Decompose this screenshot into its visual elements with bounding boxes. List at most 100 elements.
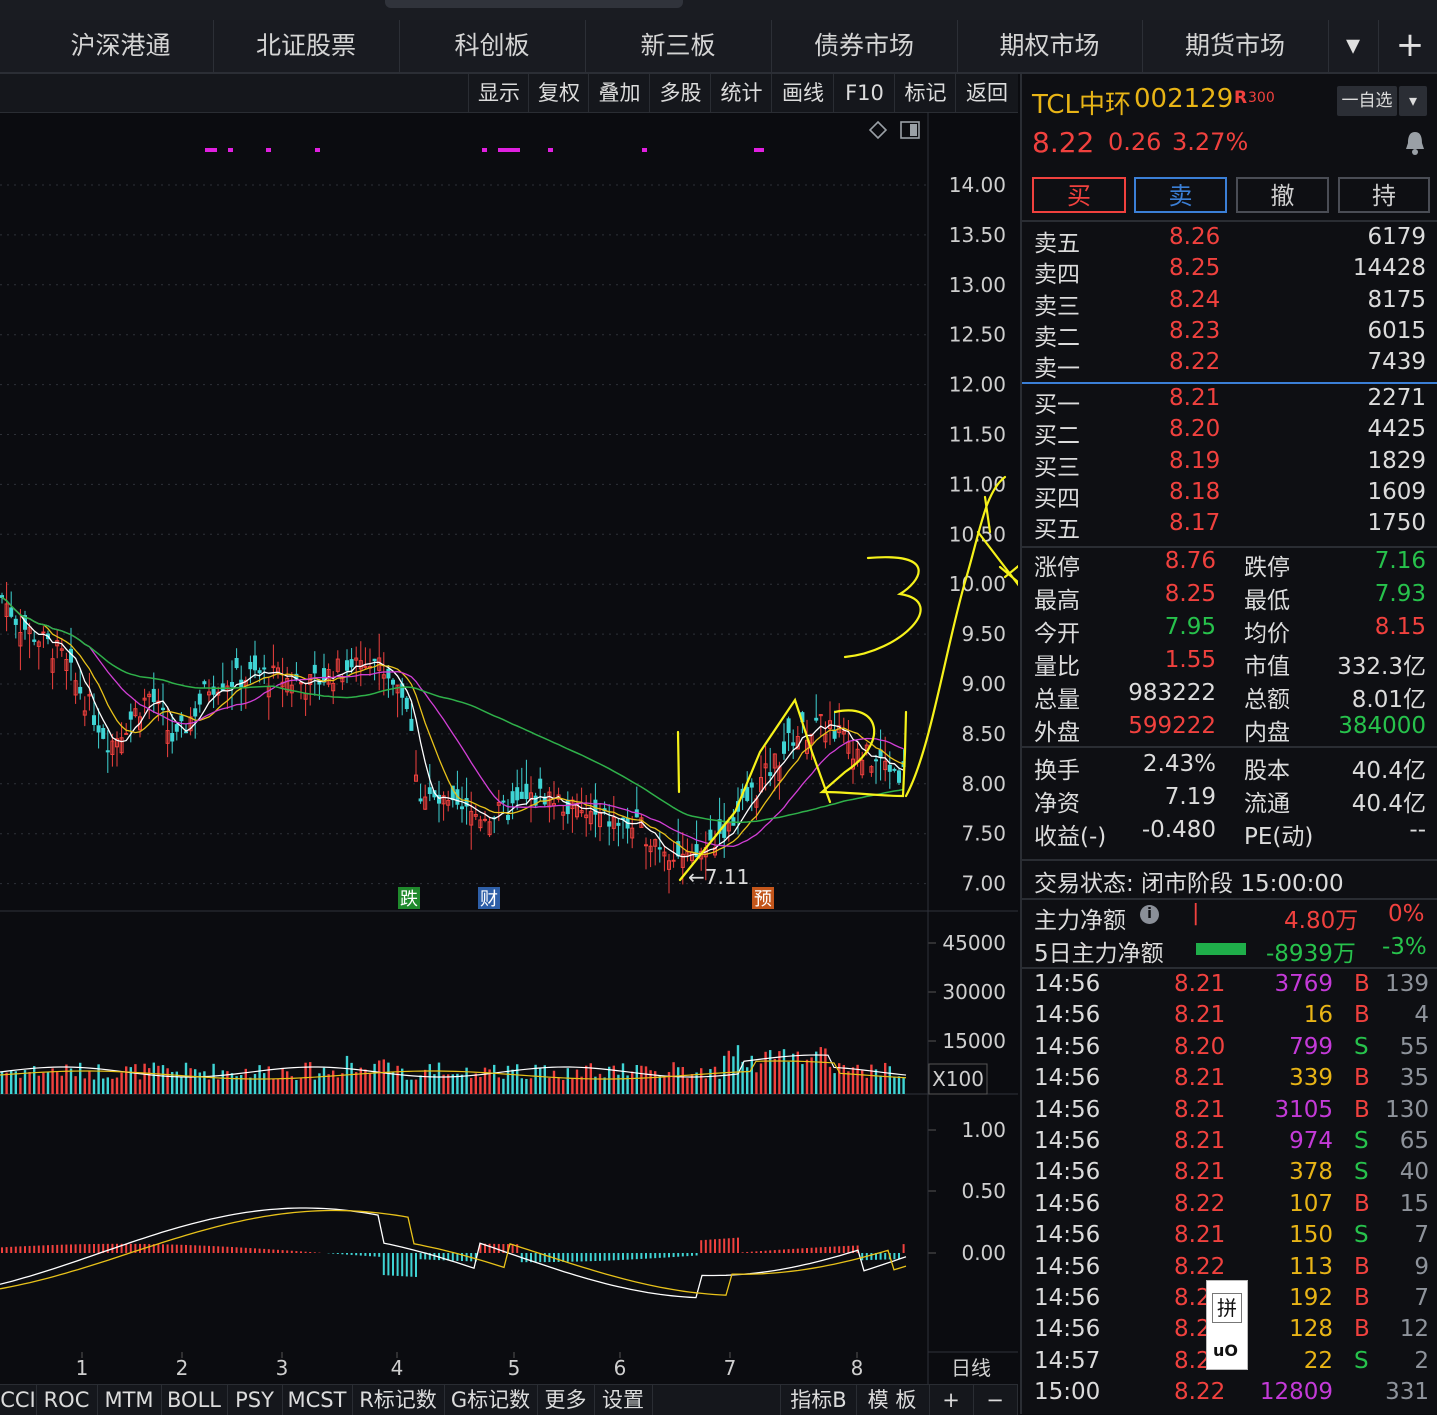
- display-button[interactable]: 显示: [468, 74, 529, 112]
- indicator-b-button[interactable]: 指标B: [780, 1385, 857, 1415]
- tab-cci[interactable]: CCI: [0, 1385, 37, 1415]
- volume-bar: [373, 1063, 376, 1094]
- month-label: 3: [276, 1356, 289, 1380]
- ask-row[interactable]: 卖一 8.22 7439: [1034, 349, 1426, 382]
- bid-label: 买一: [1034, 392, 1080, 418]
- volume-bar: [198, 1072, 201, 1094]
- candle-body: [630, 827, 635, 839]
- overlay-button[interactable]: 叠加: [588, 74, 650, 112]
- multi-stock-button[interactable]: 多股: [649, 74, 711, 112]
- tab-options-market[interactable]: 期权市场: [957, 20, 1143, 72]
- ask-row[interactable]: 卖四 8.25 14428: [1034, 255, 1426, 288]
- candle-body: [110, 740, 115, 755]
- watchlist-button[interactable]: 一自选: [1337, 86, 1397, 116]
- f10-button[interactable]: F10: [833, 74, 895, 112]
- tab-psy[interactable]: PSY: [227, 1385, 283, 1415]
- tick-count: 331: [1385, 1379, 1429, 1406]
- adjust-button[interactable]: 复权: [528, 74, 589, 112]
- tab-more[interactable]: 更多: [537, 1385, 595, 1415]
- tab-futures-market[interactable]: 期货市场: [1142, 20, 1329, 72]
- kline-chart[interactable]: 14.0013.5013.0012.5012.0011.5011.0010.50…: [0, 112, 1018, 1384]
- stat-value: 7.16: [1374, 548, 1426, 574]
- bid-row[interactable]: 买四 8.18 1609: [1034, 479, 1426, 512]
- volume-bar: [557, 1077, 560, 1094]
- sell-button[interactable]: 卖: [1134, 177, 1227, 213]
- ime-candidate[interactable]: 拼: [1212, 1293, 1242, 1323]
- volume-bar: [879, 1075, 882, 1094]
- price-change-pct: 3.27%: [1172, 128, 1249, 156]
- tab-hk-connect[interactable]: 沪深港通: [28, 20, 214, 72]
- month-label: 1: [76, 1356, 89, 1380]
- bell-icon[interactable]: [1404, 130, 1426, 156]
- tab-roc[interactable]: ROC: [36, 1385, 98, 1415]
- volume-bar: [14, 1071, 17, 1094]
- fundamental-label: 流通: [1244, 791, 1290, 817]
- ask-row[interactable]: 卖二 8.23 6015: [1034, 318, 1426, 351]
- bid-row[interactable]: 买三 8.19 1829: [1034, 448, 1426, 481]
- volume-bars: [0, 1045, 907, 1094]
- cancel-button[interactable]: 撤: [1236, 177, 1329, 213]
- holdings-button[interactable]: 持: [1338, 177, 1430, 213]
- ime-popup[interactable]: 拼 uO: [1206, 1280, 1248, 1370]
- tab-r-marks[interactable]: R标记数: [352, 1385, 445, 1415]
- tab-boll[interactable]: BOLL: [161, 1385, 228, 1415]
- stats-button[interactable]: 统计: [710, 74, 772, 112]
- add-tab-button[interactable]: +: [1395, 25, 1425, 65]
- volume-ma: [0, 1054, 907, 1078]
- diamond-icon[interactable]: [868, 120, 888, 140]
- volume-bar: [332, 1070, 335, 1094]
- stat-value: 332.3亿: [1337, 654, 1426, 680]
- zoom-in-button[interactable]: +: [929, 1385, 974, 1415]
- tick-price: 8.21: [1174, 1065, 1226, 1092]
- tick-volume: 3769: [1274, 971, 1333, 997]
- tab-bse[interactable]: 北证股票: [213, 20, 400, 72]
- tab-mtm[interactable]: MTM: [97, 1385, 162, 1415]
- tab-mcst[interactable]: MCST: [282, 1385, 353, 1415]
- chevron-down-icon[interactable]: ▾: [1399, 86, 1427, 116]
- ask-row[interactable]: 卖三 8.24 8175: [1034, 287, 1426, 320]
- volume-bar: [718, 1078, 721, 1094]
- tick-side: S: [1354, 1347, 1369, 1374]
- volume-bar: [28, 1071, 31, 1094]
- volume-bar: [713, 1066, 717, 1094]
- price-tick-label: 8.00: [961, 772, 1006, 796]
- volume-bar: [194, 1069, 197, 1094]
- fundamental-row: 净资 7.19 流通 40.4亿: [1034, 784, 1426, 817]
- tab-neeq[interactable]: 新三板: [585, 20, 772, 72]
- draw-line-button[interactable]: 画线: [771, 74, 834, 112]
- zoom-out-button[interactable]: −: [973, 1385, 1018, 1415]
- bid-row[interactable]: 买一 8.21 2271: [1034, 385, 1426, 418]
- tick-side: B: [1354, 971, 1370, 997]
- template-button[interactable]: 模 板: [855, 1385, 930, 1415]
- volume-bar: [759, 1063, 763, 1094]
- volume-bar: [483, 1067, 487, 1094]
- volume-bar: [414, 1079, 418, 1094]
- bid-row[interactable]: 买二 8.20 4425: [1034, 416, 1426, 449]
- back-button[interactable]: 返回: [955, 74, 1018, 112]
- volume-bar: [106, 1077, 109, 1094]
- candle-body: [841, 730, 846, 735]
- volume-bar: [819, 1047, 822, 1094]
- volume-bar: [69, 1068, 73, 1094]
- chevron-down-icon[interactable]: ▾: [1328, 20, 1379, 72]
- price-tick-label: 13.50: [949, 223, 1006, 247]
- tab-star-market[interactable]: 科创板: [399, 20, 586, 72]
- ask-row[interactable]: 卖五 8.26 6179: [1034, 224, 1426, 257]
- info-icon[interactable]: i: [1140, 905, 1159, 924]
- month-label: 8: [851, 1356, 864, 1380]
- tab-bond-market[interactable]: 债券市场: [771, 20, 958, 72]
- buy-button[interactable]: 买: [1032, 177, 1126, 213]
- window-grip[interactable]: [385, 0, 683, 8]
- tab-g-marks[interactable]: G标记数: [444, 1385, 538, 1415]
- panel-toggle-icon[interactable]: [900, 121, 920, 139]
- volume-bar: [189, 1068, 192, 1094]
- price-tick-label: 11.50: [949, 423, 1006, 447]
- candle-body: [892, 768, 897, 771]
- tick-side: S: [1354, 1159, 1369, 1186]
- volume-bar: [364, 1069, 367, 1094]
- mark-button[interactable]: 标记: [894, 74, 956, 112]
- fundamental-row: 收益(-) -0.480 PE(动) --: [1034, 817, 1426, 850]
- bid-row[interactable]: 买五 8.17 1750: [1034, 510, 1426, 543]
- tab-settings[interactable]: 设置: [594, 1385, 653, 1415]
- main-net-amount: 4.80万: [1284, 908, 1359, 934]
